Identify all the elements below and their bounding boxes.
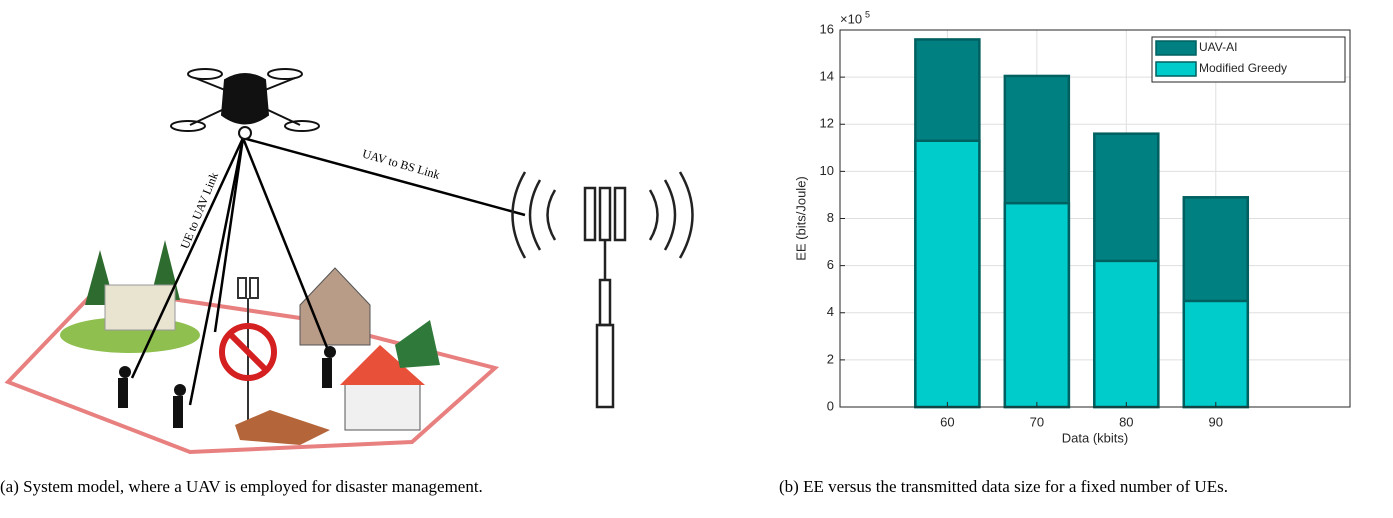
propeller (188, 69, 222, 79)
people (118, 346, 336, 428)
houses (235, 268, 440, 445)
figure: UAV to BS Link UE to UAV Link 0 2 4 6 8 10 12 1… (0, 0, 1393, 518)
caption: (a) System model, where a UAV is employe… (0, 476, 720, 497)
antenna (600, 188, 610, 240)
propeller (268, 69, 302, 79)
x-tick-label: 80 (1119, 414, 1133, 429)
propeller (285, 121, 319, 131)
y-tick-label: 16 (820, 21, 834, 36)
legend-label: UAV-AI (1199, 40, 1237, 54)
y-tick-label: 4 (827, 304, 834, 319)
bar (915, 141, 979, 407)
antenna (615, 188, 625, 240)
rubble (235, 410, 330, 445)
caption: (b) EE versus the transmitted data size … (779, 476, 1386, 497)
axis-multiplier-exponent: 5 (865, 9, 870, 19)
bar (1184, 301, 1248, 407)
person (118, 378, 128, 408)
antenna (238, 278, 246, 298)
y-tick-label: 10 (820, 163, 834, 178)
link-label: UAV to BS Link (361, 146, 442, 181)
uav-arm (195, 78, 225, 90)
person (173, 396, 183, 428)
signal (513, 172, 556, 258)
uav-arm (190, 110, 222, 125)
y-tick-label: 2 (827, 351, 834, 366)
fallen-tree (395, 320, 440, 368)
y-tick-label: 14 (820, 69, 834, 84)
camera (239, 127, 251, 139)
legend-swatch (1156, 41, 1196, 55)
x-tick-label: 60 (940, 414, 954, 429)
propeller (171, 121, 205, 131)
uav-arm (265, 78, 295, 90)
uav-arm (268, 110, 300, 125)
small-tower (222, 278, 274, 420)
mast (600, 280, 610, 325)
legend-swatch (1156, 62, 1196, 76)
person (324, 346, 336, 358)
y-tick-label: 8 (827, 210, 834, 225)
y-tick-label: 12 (820, 116, 834, 131)
uav-bs-link (243, 138, 525, 215)
antenna (585, 188, 595, 240)
bar-chart: 0 2 4 6 8 10 12 14 16 60 70 80 90 Data (kbits) EE (bit… (793, 9, 1350, 445)
x-axis-label: Data (kbits) (1062, 430, 1128, 445)
y-tick-label: 6 (827, 257, 834, 272)
x-tick-label: 70 (1030, 414, 1044, 429)
x-tick-label: 90 (1209, 414, 1223, 429)
mast (597, 325, 613, 407)
person (119, 366, 131, 378)
page: UAV to BS Link UE to UAV Link 0 2 4 6 8 10 12 1… (0, 0, 1393, 518)
uav (171, 69, 319, 139)
link-label: UE to UAV Link (178, 170, 221, 251)
uav-body (222, 74, 268, 124)
y-tick-label: 0 (827, 398, 834, 413)
y-axis-label: EE (bits/Joule) (793, 176, 808, 261)
bar (1094, 261, 1158, 407)
bar (1005, 203, 1069, 407)
ue-link (243, 138, 330, 355)
antenna (250, 278, 258, 298)
person (174, 384, 186, 396)
signal (650, 172, 693, 258)
system-illustration: UAV to BS Link UE to UAV Link (8, 69, 693, 452)
trees (60, 240, 200, 353)
axis-multiplier: ×10 (840, 11, 862, 26)
legend-label: Modified Greedy (1199, 61, 1287, 75)
person (322, 358, 332, 388)
base-station (513, 172, 693, 407)
